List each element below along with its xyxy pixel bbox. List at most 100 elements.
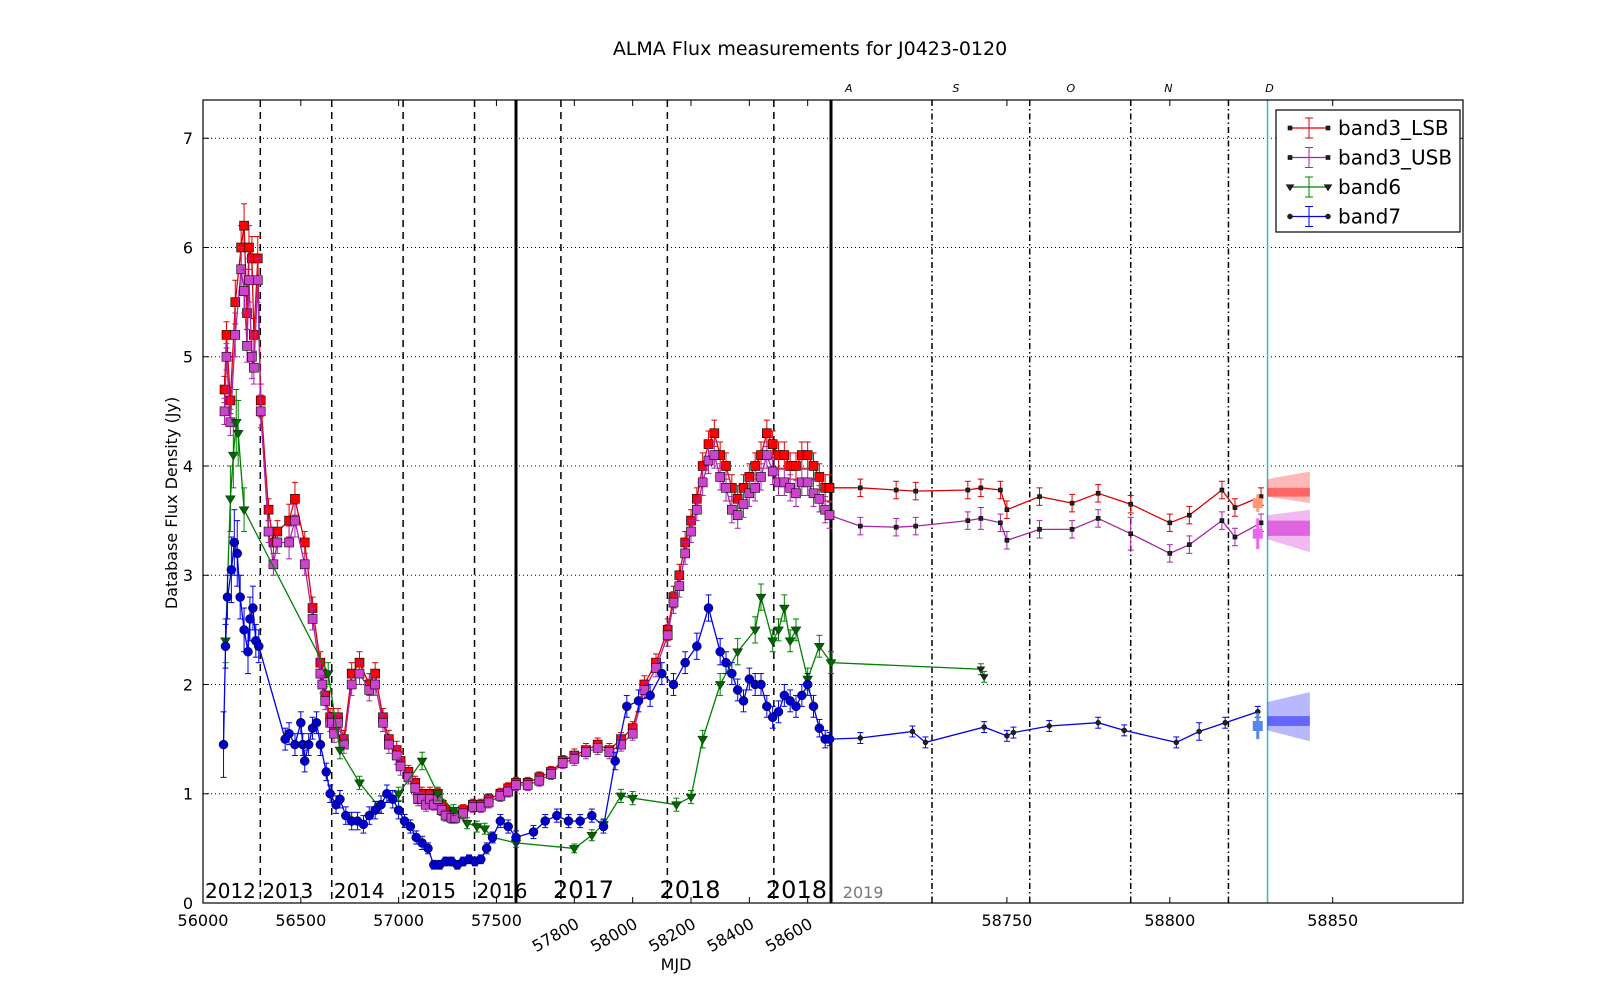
forecast-band-inner bbox=[1267, 716, 1310, 727]
data-point bbox=[825, 659, 837, 669]
data-point bbox=[598, 821, 609, 832]
data-point bbox=[1258, 520, 1264, 526]
x-tick-label: 57800 bbox=[529, 914, 583, 956]
data-point bbox=[779, 477, 790, 488]
data-point bbox=[569, 753, 580, 764]
data-point bbox=[909, 728, 916, 735]
data-point bbox=[610, 756, 620, 766]
data-point bbox=[893, 487, 899, 493]
data-point bbox=[226, 565, 237, 575]
data-point bbox=[299, 559, 310, 570]
legend-label: band7 bbox=[1338, 205, 1401, 229]
data-point bbox=[767, 466, 778, 477]
year-label: 2015 bbox=[405, 879, 456, 903]
data-point bbox=[697, 477, 708, 488]
data-point bbox=[221, 351, 232, 362]
data-point bbox=[249, 362, 259, 373]
data-point bbox=[1196, 728, 1202, 735]
data-point bbox=[341, 810, 351, 821]
data-point bbox=[824, 734, 835, 744]
data-point bbox=[913, 488, 919, 494]
data-point bbox=[244, 275, 254, 286]
data-point bbox=[230, 330, 241, 340]
data-point bbox=[1128, 501, 1134, 507]
x-tick-label: 58850 bbox=[1307, 911, 1358, 930]
data-point bbox=[388, 794, 398, 804]
data-point bbox=[238, 506, 250, 516]
data-point bbox=[546, 769, 556, 779]
data-point bbox=[1287, 213, 1293, 220]
series-band7 bbox=[218, 509, 1261, 870]
data-point bbox=[225, 495, 236, 505]
data-point bbox=[773, 707, 784, 717]
data-point bbox=[272, 537, 283, 548]
data-point bbox=[528, 827, 539, 837]
y-tick-label: 6 bbox=[183, 238, 193, 257]
data-point bbox=[391, 750, 402, 761]
data-point bbox=[393, 790, 404, 800]
data-point bbox=[998, 520, 1003, 526]
data-point bbox=[715, 472, 725, 482]
data-point bbox=[432, 790, 444, 800]
y-tick-label: 7 bbox=[183, 129, 193, 148]
data-point bbox=[299, 756, 310, 766]
series-band3_USB bbox=[219, 246, 1265, 824]
data-point bbox=[239, 286, 249, 296]
data-point bbox=[410, 783, 421, 794]
data-point bbox=[1004, 507, 1010, 512]
data-point bbox=[981, 724, 987, 730]
year-label: 2013 bbox=[262, 879, 313, 903]
forecast-band-inner bbox=[1267, 520, 1310, 536]
data-point bbox=[622, 701, 632, 712]
data-point bbox=[721, 483, 731, 493]
data-point bbox=[334, 746, 346, 756]
data-point bbox=[779, 690, 790, 701]
data-point bbox=[1222, 719, 1228, 726]
estimate-point bbox=[1252, 721, 1263, 732]
data-point bbox=[721, 461, 731, 471]
data-point bbox=[232, 430, 244, 439]
year-label: 2018 bbox=[659, 876, 720, 904]
y-tick-label: 4 bbox=[183, 457, 193, 476]
data-point bbox=[534, 775, 545, 786]
data-point bbox=[423, 843, 433, 854]
year-label: 2019 bbox=[843, 883, 884, 902]
data-point bbox=[230, 419, 242, 428]
data-point bbox=[1187, 512, 1192, 518]
data-point bbox=[767, 712, 778, 723]
data-point bbox=[220, 641, 231, 652]
data-point bbox=[364, 810, 375, 821]
data-point bbox=[808, 701, 819, 712]
x-tick-label: 58200 bbox=[645, 914, 699, 956]
data-point bbox=[1325, 155, 1331, 160]
data-point bbox=[382, 788, 392, 799]
data-point bbox=[714, 681, 726, 690]
data-point bbox=[581, 747, 591, 758]
data-point bbox=[346, 679, 357, 690]
data-point bbox=[773, 626, 784, 636]
data-point bbox=[315, 739, 326, 750]
data-point bbox=[709, 450, 720, 460]
data-point bbox=[767, 439, 778, 449]
data-point bbox=[503, 821, 513, 832]
data-point bbox=[461, 820, 473, 829]
forecast-band-outer bbox=[1267, 471, 1310, 504]
data-point bbox=[333, 717, 343, 728]
month-label: A bbox=[844, 82, 853, 95]
year-label: 2012 bbox=[205, 879, 256, 903]
data-point bbox=[732, 510, 743, 520]
data-point bbox=[727, 504, 737, 515]
data-point bbox=[552, 810, 562, 821]
data-point bbox=[616, 739, 626, 750]
forecast-band-outer bbox=[1267, 509, 1310, 553]
data-point bbox=[744, 674, 755, 684]
forecast-band-outer bbox=[1267, 692, 1310, 742]
data-point bbox=[557, 758, 568, 768]
data-point bbox=[671, 801, 682, 811]
data-point bbox=[476, 854, 486, 865]
y-axis-label: Database Flux Density (Jy) bbox=[162, 397, 181, 609]
legend: band3_LSB band3_USB band6 band7 bbox=[1275, 109, 1461, 233]
data-point bbox=[727, 668, 737, 679]
data-point bbox=[1069, 500, 1075, 506]
data-point bbox=[284, 537, 294, 548]
